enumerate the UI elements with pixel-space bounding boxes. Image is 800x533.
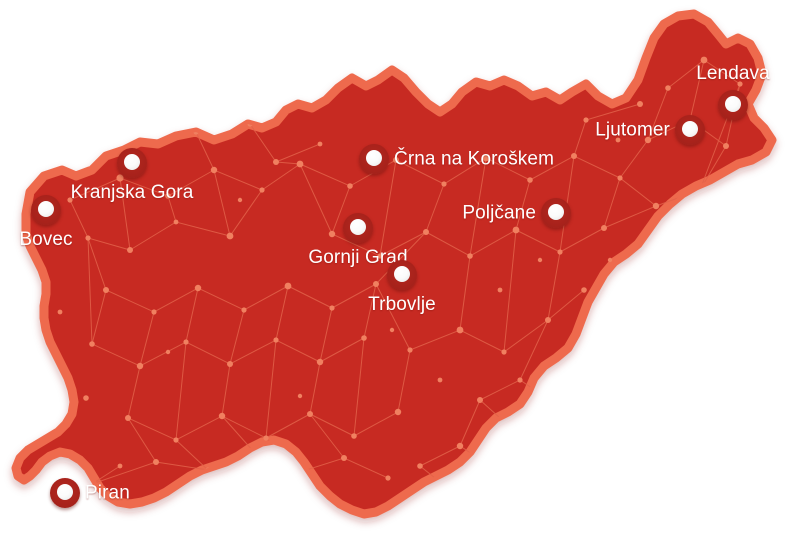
- city-label-bovec: Bovec: [19, 229, 73, 250]
- map-pin-icon: [718, 90, 748, 120]
- map-pin-icon: [343, 213, 373, 243]
- map-pin-icon: [387, 260, 417, 290]
- city-label-poljcane: Poljčane: [462, 202, 536, 224]
- map-pin-icon: [359, 144, 389, 174]
- city-label-ljutomer: Ljutomer: [595, 119, 670, 141]
- city-label-trbovlje: Trbovlje: [368, 294, 436, 315]
- map-pin-icon: [31, 195, 61, 225]
- map-pin-icon: [675, 115, 705, 145]
- city-label-lendava: Lendava: [696, 63, 770, 84]
- map-pin-icon: [541, 198, 571, 228]
- city-label-crna-na-koroskem: Črna na Koroškem: [394, 148, 555, 170]
- map-pin-icon: [117, 148, 147, 178]
- city-label-piran: Piran: [85, 482, 130, 504]
- map-pin-icon: [50, 478, 80, 508]
- city-label-gornji-grad: Gornji Grad: [308, 247, 408, 268]
- city-label-kranjska-gora: Kranjska Gora: [70, 182, 194, 203]
